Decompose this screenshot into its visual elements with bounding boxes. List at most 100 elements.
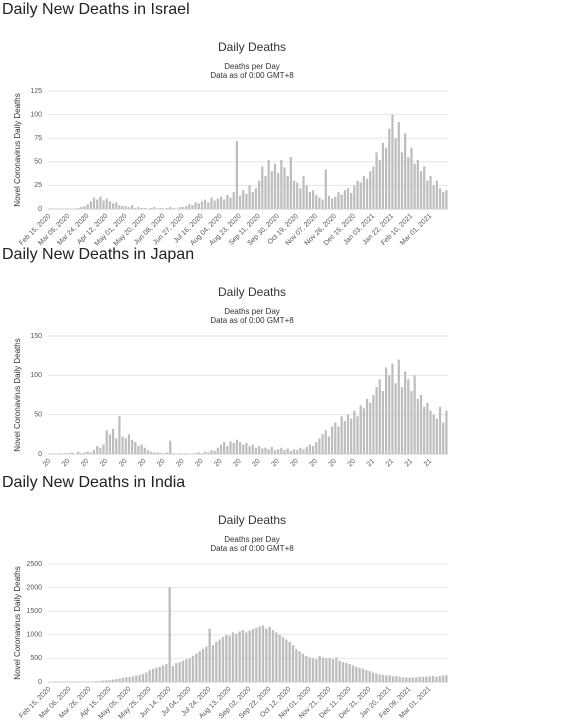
bar	[407, 379, 410, 454]
bar	[325, 658, 328, 682]
bar	[115, 679, 118, 682]
bar	[334, 196, 337, 209]
bar	[70, 452, 73, 454]
y-tick-label: 150	[30, 333, 42, 340]
x-tick-label: 20	[328, 458, 339, 469]
bar	[245, 442, 248, 454]
bar	[391, 114, 394, 209]
y-tick-label: 1500	[26, 608, 42, 615]
bar	[151, 668, 155, 682]
bar	[429, 410, 432, 454]
bar	[283, 450, 286, 454]
bar	[318, 656, 321, 682]
y-tick-label: 100	[30, 111, 42, 118]
y-tick-label: 2000	[26, 584, 42, 591]
bar	[127, 434, 131, 454]
bar	[321, 434, 324, 454]
bar	[143, 447, 146, 454]
y-tick-label: 25	[34, 182, 42, 189]
bar	[255, 627, 258, 682]
heading: Daily New Deaths in Japan	[2, 246, 194, 263]
bar	[121, 206, 124, 209]
bar	[258, 180, 261, 209]
bar	[381, 142, 385, 209]
bar	[191, 205, 194, 209]
bar	[264, 447, 267, 454]
x-tick-label: 20	[309, 458, 320, 469]
bar	[275, 632, 278, 682]
bar	[169, 207, 172, 209]
bar	[372, 395, 375, 454]
bar	[198, 651, 201, 682]
bar	[350, 418, 353, 454]
bar	[208, 628, 211, 682]
bar	[211, 645, 215, 682]
bar	[435, 418, 438, 454]
x-tick-label: 20	[270, 458, 281, 469]
bar	[264, 175, 267, 209]
bar	[289, 450, 292, 454]
bar	[108, 680, 111, 682]
bar	[204, 199, 207, 209]
bar	[425, 676, 428, 682]
bar	[258, 626, 261, 682]
bar	[445, 675, 448, 682]
bar	[99, 447, 102, 454]
bar	[178, 662, 181, 682]
bar	[426, 402, 429, 454]
y-tick-label: 1000	[26, 632, 42, 639]
bar	[365, 178, 369, 209]
bar	[141, 673, 145, 682]
x-tick-label: 20	[80, 458, 91, 469]
bar	[223, 442, 226, 454]
bar	[388, 675, 391, 682]
bar	[194, 202, 197, 209]
bar	[299, 188, 302, 209]
bar	[388, 375, 391, 454]
y-tick-label: 50	[34, 412, 42, 419]
bar	[200, 201, 204, 209]
bar	[338, 660, 341, 682]
bar	[197, 203, 200, 209]
bar	[138, 674, 141, 682]
x-tick-label: 21	[423, 458, 434, 469]
y-tick-label: 75	[34, 135, 42, 142]
x-tick-label: 20	[251, 458, 262, 469]
bar	[413, 375, 416, 454]
bar	[362, 175, 365, 209]
bar	[308, 444, 312, 454]
bar	[165, 452, 169, 454]
bar	[301, 653, 305, 682]
bar	[201, 648, 205, 682]
x-tick-label: 20	[137, 458, 148, 469]
bar	[295, 648, 298, 682]
bar	[215, 641, 218, 682]
bar	[315, 659, 318, 682]
bar	[165, 664, 168, 682]
bar	[404, 371, 407, 454]
chart-title: Daily Deaths	[218, 513, 286, 527]
x-tick-label: 20	[289, 458, 300, 469]
bar	[229, 441, 232, 454]
bar	[232, 192, 235, 209]
bar	[155, 667, 158, 682]
bar	[311, 446, 315, 454]
bar	[442, 192, 445, 209]
bar	[261, 166, 264, 209]
bar	[191, 656, 195, 682]
bar	[134, 442, 137, 454]
bar	[225, 634, 228, 682]
bar	[115, 438, 118, 454]
bar	[343, 190, 346, 209]
heading: Daily New Deaths in Israel	[2, 1, 190, 18]
bar	[413, 163, 416, 209]
bar	[418, 676, 421, 682]
bar	[419, 395, 423, 454]
bar	[337, 426, 340, 454]
bar	[80, 207, 83, 209]
bar	[400, 387, 404, 454]
bar	[286, 448, 289, 454]
bar	[261, 448, 264, 454]
bar	[238, 631, 241, 682]
